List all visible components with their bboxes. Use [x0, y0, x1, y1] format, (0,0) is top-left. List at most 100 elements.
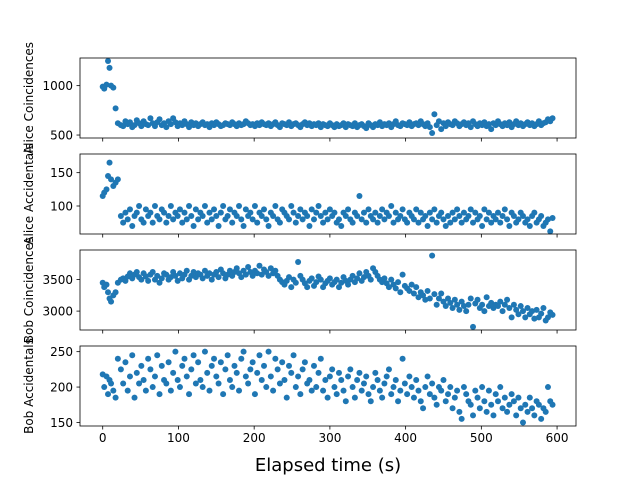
- data-point: [447, 299, 454, 306]
- data-point: [529, 405, 536, 412]
- data-point: [431, 394, 438, 401]
- data-point: [376, 387, 383, 394]
- data-point: [254, 270, 261, 277]
- data-point: [508, 391, 515, 398]
- data-point: [320, 387, 327, 394]
- data-point: [424, 223, 431, 229]
- data-point: [506, 304, 513, 311]
- data-point: [467, 295, 474, 302]
- data-point: [145, 122, 152, 129]
- data-point: [392, 376, 399, 383]
- data-point: [308, 387, 315, 394]
- axes-frame: [79, 57, 577, 139]
- data-point: [233, 369, 240, 376]
- data-point: [429, 216, 436, 223]
- data-point: [101, 384, 108, 391]
- data-point: [320, 219, 327, 226]
- data-point: [345, 281, 352, 288]
- data-point: [265, 272, 272, 279]
- data-point: [149, 269, 156, 276]
- data-point: [192, 206, 199, 213]
- y-axis-label: Bob Accidentals: [22, 338, 36, 434]
- data-point: [117, 213, 124, 219]
- data-point: [492, 391, 499, 398]
- data-point: [114, 176, 121, 183]
- data-point: [120, 123, 127, 130]
- data-point: [549, 215, 556, 221]
- data-point: [533, 306, 540, 313]
- data-point: [217, 209, 224, 216]
- data-point: [133, 209, 140, 216]
- data-point: [488, 126, 495, 133]
- data-point: [122, 277, 129, 284]
- data-point: [431, 206, 438, 213]
- data-point: [286, 216, 292, 223]
- data-point: [410, 216, 417, 223]
- data-point: [417, 209, 424, 216]
- data-point: [329, 366, 336, 373]
- data-point: [131, 394, 138, 401]
- data-point: [356, 270, 363, 277]
- data-point: [445, 213, 452, 219]
- data-point: [295, 258, 302, 265]
- data-point: [463, 391, 470, 398]
- data-point: [172, 348, 179, 355]
- data-point: [226, 267, 233, 274]
- data-point: [501, 206, 508, 213]
- data-point: [263, 216, 270, 223]
- data-point: [206, 387, 213, 394]
- data-point: [504, 216, 511, 223]
- data-point: [265, 348, 272, 355]
- data-point: [156, 279, 163, 286]
- data-point: [163, 124, 170, 131]
- data-point: [422, 296, 429, 303]
- data-point: [449, 304, 456, 311]
- data-point: [126, 373, 133, 380]
- data-point: [288, 284, 295, 291]
- data-point: [381, 380, 388, 387]
- data-point: [342, 398, 349, 405]
- data-point: [274, 366, 281, 373]
- data-point: [429, 380, 436, 387]
- data-point: [124, 216, 131, 223]
- data-point: [440, 216, 447, 223]
- data-point: [324, 216, 331, 223]
- data-point: [390, 384, 397, 391]
- data-point: [531, 315, 538, 322]
- data-point: [174, 376, 181, 383]
- data-point: [385, 366, 392, 373]
- data-point: [270, 387, 277, 394]
- data-point: [313, 209, 320, 216]
- data-point: [406, 287, 413, 294]
- data-point: [508, 314, 515, 321]
- data-point: [370, 216, 377, 223]
- data-point: [449, 405, 456, 412]
- data-point: [372, 369, 379, 376]
- y-tick-label: 1000: [42, 79, 73, 93]
- data-point: [392, 285, 399, 292]
- data-point: [145, 277, 152, 284]
- data-point: [308, 206, 315, 213]
- data-point: [440, 376, 447, 383]
- data-point: [326, 206, 333, 213]
- data-point: [126, 206, 133, 213]
- data-point: [513, 412, 520, 419]
- data-point: [206, 209, 213, 216]
- x-tick-label: 500: [470, 431, 493, 445]
- data-point: [395, 398, 402, 405]
- data-point: [272, 355, 279, 362]
- data-point: [199, 275, 206, 282]
- data-point: [190, 269, 197, 276]
- data-point: [238, 274, 245, 281]
- data-point: [247, 366, 254, 373]
- data-point: [156, 116, 163, 123]
- data-point: [374, 376, 381, 383]
- data-point: [236, 387, 243, 394]
- data-point: [456, 408, 463, 415]
- data-point: [354, 275, 361, 282]
- data-point: [108, 298, 115, 305]
- y-axis-label: Alice Coincidences: [22, 42, 36, 154]
- data-point: [217, 359, 224, 366]
- data-point: [288, 369, 295, 376]
- data-point: [501, 301, 508, 308]
